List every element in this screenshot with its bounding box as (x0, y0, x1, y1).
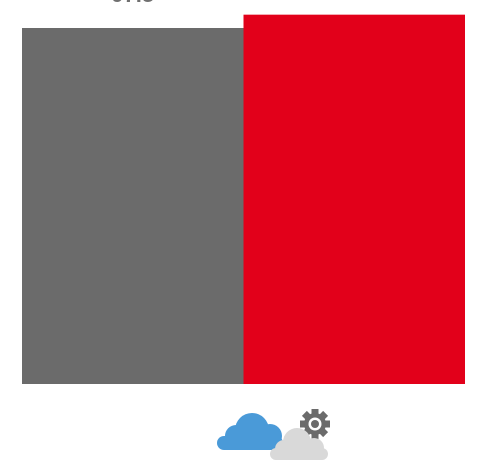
bar-1 (22, 28, 244, 384)
back-cloud-icon (270, 428, 328, 460)
value-labels-group: 97.398.3 (111, 0, 154, 7)
cloud-gear-icon (217, 409, 330, 460)
bar-2 (243, 14, 465, 385)
value-label-1: 97.3 (111, 0, 154, 7)
cloud-icon (217, 413, 283, 450)
bar-chart: 97.398.3 (22, 0, 465, 385)
bars-group (22, 14, 465, 385)
gear-hub (311, 420, 319, 428)
